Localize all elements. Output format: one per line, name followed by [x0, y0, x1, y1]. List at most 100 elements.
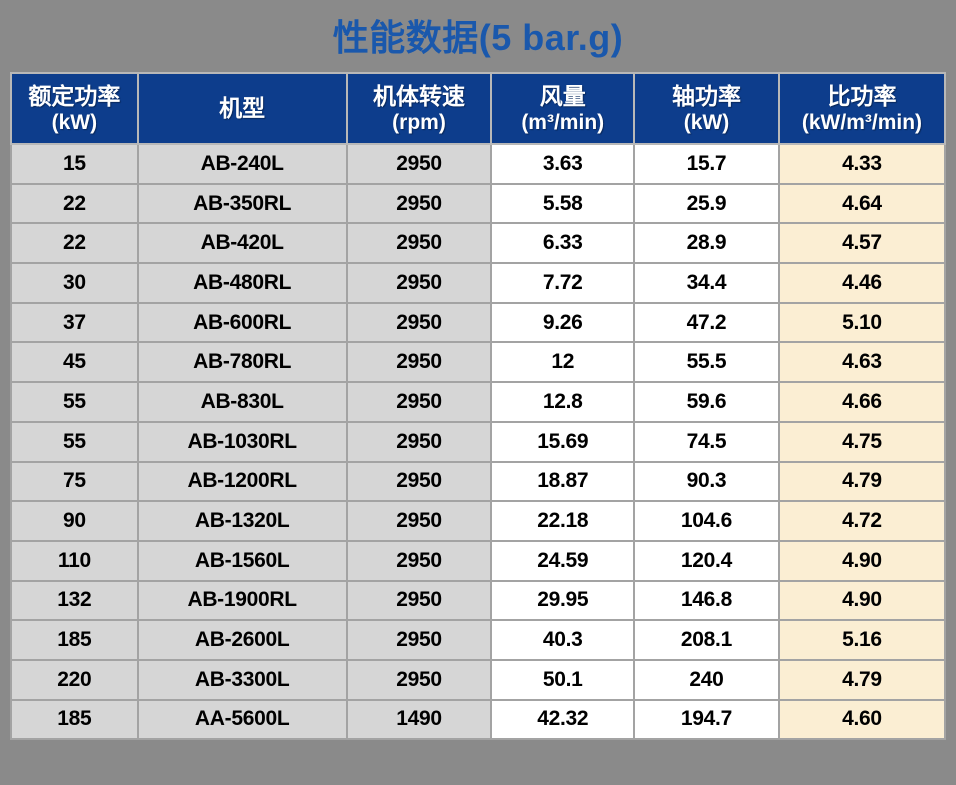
table-cell: 2950: [345, 420, 493, 463]
table-row: 110 AB-1560L 2950 24.59 120.4 4.90: [10, 539, 947, 582]
table-cell: 4.33: [777, 143, 947, 185]
table-cell: 45: [10, 341, 139, 384]
column-label: 轴功率: [671, 82, 741, 109]
table-row: 30 AB-480RL 2950 7.72 34.4 4.46: [10, 262, 947, 304]
table-cell: 220: [10, 658, 139, 701]
table-cell: AB-2600L: [136, 619, 348, 661]
table-cell: 4.75: [777, 420, 947, 463]
table-cell: 22: [10, 222, 139, 265]
table-row: 75 AB-1200RL 2950 18.87 90.3 4.79: [10, 460, 947, 503]
table-cell: 4.66: [777, 381, 947, 423]
table-cell: AB-350RL: [136, 182, 348, 225]
column-label: 风量: [539, 82, 586, 109]
table-cell: AB-1900RL: [136, 579, 348, 622]
table-cell: 1490: [345, 698, 493, 741]
column-header: 机体转速 (rpm): [345, 72, 493, 145]
table-cell: 6.33: [490, 222, 636, 265]
column-unit: (kW): [51, 110, 98, 134]
table-cell: 34.4: [633, 262, 780, 304]
table-cell: 3.63: [490, 143, 636, 185]
table-cell: 185: [10, 619, 139, 661]
table-cell: 30: [10, 262, 139, 304]
table-cell: 90.3: [633, 460, 780, 503]
column-unit: (m³/min): [521, 110, 605, 134]
table-cell: 4.57: [777, 222, 947, 265]
table-cell: 2950: [345, 222, 493, 265]
table-cell: 194.7: [633, 698, 780, 741]
table-cell: 2950: [345, 619, 493, 661]
table-cell: AB-1030RL: [136, 420, 348, 463]
table-cell: 2950: [345, 658, 493, 701]
table-cell: 28.9: [633, 222, 780, 265]
table-cell: 22: [10, 182, 139, 225]
table-cell: 185: [10, 698, 139, 741]
table-cell: 5.58: [490, 182, 636, 225]
table-cell: 47.2: [633, 301, 780, 344]
table-cell: 4.60: [777, 698, 947, 741]
table-cell: 2950: [345, 262, 493, 304]
page-title: 性能数据(5 bar.g): [332, 17, 624, 58]
table-cell: AB-240L: [136, 143, 348, 185]
table-cell: 15.69: [490, 420, 636, 463]
table-cell: AB-420L: [136, 222, 348, 265]
column-header: 风量 (m³/min): [490, 72, 636, 145]
table-cell: 5.10: [777, 301, 947, 344]
table-cell: 5.16: [777, 619, 947, 661]
table-cell: AB-1200RL: [136, 460, 348, 503]
table-cell: 2950: [345, 460, 493, 503]
table-row: 55 AB-830L 2950 12.8 59.6 4.66: [10, 381, 947, 423]
table-cell: 4.64: [777, 182, 947, 225]
table-cell: 4.72: [777, 500, 947, 542]
table-row: 132 AB-1900RL 2950 29.95 146.8 4.90: [10, 579, 947, 622]
table-cell: 25.9: [633, 182, 780, 225]
column-label: 机型: [219, 95, 266, 121]
table-cell: AB-1560L: [136, 539, 348, 582]
table-row: 22 AB-350RL 2950 5.58 25.9 4.64: [10, 182, 947, 225]
column-header: 机型: [136, 72, 348, 145]
table-cell: 90: [10, 500, 139, 542]
column-unit: (kW): [683, 110, 730, 134]
table-cell: 2950: [345, 539, 493, 582]
table-cell: AB-600RL: [136, 301, 348, 344]
table-cell: 4.90: [777, 579, 947, 622]
table-cell: 15: [10, 143, 139, 185]
table-cell: 59.6: [633, 381, 780, 423]
table-cell: 75: [10, 460, 139, 503]
table-cell: 104.6: [633, 500, 780, 542]
table-cell: 12.8: [490, 381, 636, 423]
table-cell: 2950: [345, 143, 493, 185]
table-cell: 55: [10, 381, 139, 423]
column-header: 轴功率 (kW): [633, 72, 780, 145]
column-label: 机体转速: [373, 82, 465, 109]
table-cell: 50.1: [490, 658, 636, 701]
table-row: 90 AB-1320L 2950 22.18 104.6 4.72: [10, 500, 947, 542]
table-cell: 42.32: [490, 698, 636, 741]
table-cell: AA-5600L: [136, 698, 348, 741]
table-body: 15 AB-240L 2950 3.63 15.7 4.33 22 AB-350RL 2950 5…: [10, 143, 947, 741]
table-cell: 2950: [345, 579, 493, 622]
table-header: 额定功率 (kW) 机型 机体转速 (rpm) 风量 (m³/min) 轴功率 (kW) 比功率(…: [10, 72, 947, 145]
table-cell: 18.87: [490, 460, 636, 503]
table-cell: 120.4: [633, 539, 780, 582]
table-cell: 4.79: [777, 460, 947, 503]
table-cell: 55: [10, 420, 139, 463]
table-row: 185 AA-5600L 1490 42.32 194.7 4.60: [10, 698, 947, 741]
column-unit: (rpm): [392, 110, 446, 134]
performance-table: 额定功率 (kW) 机型 机体转速 (rpm) 风量 (m³/min) 轴功率 (kW) 比功率(…: [10, 72, 947, 741]
table-cell: 146.8: [633, 579, 780, 622]
table-cell: 4.79: [777, 658, 947, 701]
table-row: 37 AB-600RL 2950 9.26 47.2 5.10: [10, 301, 947, 344]
table-cell: 7.72: [490, 262, 636, 304]
table-row: 15 AB-240L 2950 3.63 15.7 4.33: [10, 143, 947, 185]
table-cell: 12: [490, 341, 636, 384]
table-cell: 132: [10, 579, 139, 622]
table-row: 55 AB-1030RL 2950 15.69 74.5 4.75: [10, 420, 947, 463]
table-cell: 2950: [345, 301, 493, 344]
table-cell: AB-830L: [136, 381, 348, 423]
table-row: 185 AB-2600L 2950 40.3 208.1 5.16: [10, 619, 947, 661]
table-cell: 4.63: [777, 341, 947, 384]
table-row: 22 AB-420L 2950 6.33 28.9 4.57: [10, 222, 947, 265]
table-cell: 22.18: [490, 500, 636, 542]
table-cell: 2950: [345, 500, 493, 542]
table-cell: 110: [10, 539, 139, 582]
